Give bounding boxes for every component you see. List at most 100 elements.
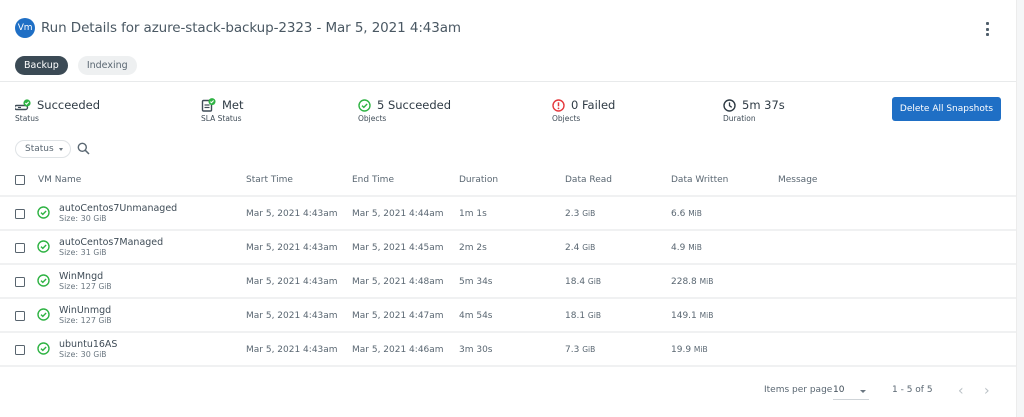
status-filter-dropdown[interactable]: Status bbox=[15, 140, 71, 158]
data-read: 18.4 GiB bbox=[565, 277, 601, 287]
data-written: 149.1 MiB bbox=[671, 311, 714, 321]
delete-all-snapshots-button[interactable]: Delete All Snapshots bbox=[892, 97, 1001, 121]
vm-size: Size: 30 GiB bbox=[59, 214, 107, 223]
duration-label: Duration bbox=[723, 114, 756, 123]
table-row[interactable]: autoCentos7Managed Size: 31 GiB Mar 5, 2… bbox=[0, 231, 1016, 265]
table-row[interactable]: ubuntu16AS Size: 30 GiB Mar 5, 2021 4:43… bbox=[0, 333, 1016, 367]
caret-down-icon bbox=[58, 147, 63, 151]
sla-value: Met bbox=[222, 98, 244, 112]
end-time: Mar 5, 2021 4:48am bbox=[352, 277, 444, 287]
data-written: 4.9 MiB bbox=[671, 243, 702, 253]
succeeded-label: Objects bbox=[358, 114, 387, 123]
data-read: 18.1 GiB bbox=[565, 311, 601, 321]
row-checkbox[interactable] bbox=[15, 277, 25, 287]
vm-name-cell: WinUnmgd Size: 127 GiB bbox=[59, 305, 112, 325]
check-circle-icon bbox=[37, 240, 50, 253]
clock-icon bbox=[723, 98, 736, 112]
stat-sla: Met SLA Status bbox=[201, 98, 244, 123]
vm-name[interactable]: autoCentos7Managed bbox=[59, 237, 164, 248]
tab-indexing[interactable]: Indexing bbox=[77, 56, 137, 75]
side-panel-edge bbox=[1016, 0, 1024, 417]
tab-bar: Backup Indexing bbox=[15, 56, 137, 75]
stat-status: Succeeded Status bbox=[15, 98, 100, 123]
stat-duration: 5m 37s Duration bbox=[723, 98, 785, 123]
table-row[interactable]: autoCentos7Unmanaged Size: 30 GiB Mar 5,… bbox=[0, 197, 1016, 231]
duration: 4m 54s bbox=[459, 311, 493, 321]
row-checkbox[interactable] bbox=[15, 209, 25, 219]
error-circle-icon bbox=[552, 98, 565, 112]
next-page-icon[interactable]: › bbox=[984, 383, 990, 399]
more-options-icon[interactable] bbox=[984, 22, 990, 36]
status-label: Status bbox=[15, 114, 39, 123]
vm-name[interactable]: autoCentos7Unmanaged bbox=[59, 203, 178, 214]
start-time: Mar 5, 2021 4:43am bbox=[246, 345, 338, 355]
col-vm-name[interactable]: VM Name bbox=[38, 175, 82, 185]
table-row[interactable]: WinUnmgd Size: 127 GiB Mar 5, 2021 4:43a… bbox=[0, 299, 1016, 333]
start-time: Mar 5, 2021 4:43am bbox=[246, 243, 338, 253]
table-row[interactable]: WinMngd Size: 127 GiB Mar 5, 2021 4:43am… bbox=[0, 265, 1016, 299]
start-time: Mar 5, 2021 4:43am bbox=[246, 209, 338, 219]
duration: 5m 34s bbox=[459, 277, 493, 287]
vm-name[interactable]: ubuntu16AS bbox=[59, 339, 118, 350]
sla-label: SLA Status bbox=[201, 114, 242, 123]
check-circle-icon bbox=[37, 274, 50, 287]
data-read: 2.3 GiB bbox=[565, 209, 596, 219]
status-value: Succeeded bbox=[37, 98, 101, 112]
caret-down-icon bbox=[860, 390, 866, 393]
vm-name-cell: ubuntu16AS Size: 30 GiB bbox=[59, 339, 117, 359]
col-duration[interactable]: Duration bbox=[459, 175, 499, 185]
duration: 1m 1s bbox=[459, 209, 487, 219]
status-filter-label: Status bbox=[25, 144, 54, 154]
page-title: Run Details for azure-stack-backup-2323 … bbox=[41, 20, 461, 36]
items-per-page-label: Items per page bbox=[764, 385, 833, 395]
col-data-written[interactable]: Data Written bbox=[671, 175, 729, 185]
vm-name[interactable]: WinMngd bbox=[59, 271, 104, 282]
vm-avatar: Vm bbox=[15, 18, 35, 38]
data-written: 19.9 MiB bbox=[671, 345, 708, 355]
row-checkbox[interactable] bbox=[15, 311, 25, 321]
cloud-check-icon bbox=[15, 99, 31, 111]
table-header: VM Name Start Time End Time Duration Dat… bbox=[0, 163, 1016, 197]
data-read: 7.3 GiB bbox=[565, 345, 596, 355]
items-per-page-select[interactable]: 10 bbox=[833, 383, 869, 400]
end-time: Mar 5, 2021 4:47am bbox=[352, 311, 444, 321]
start-time: Mar 5, 2021 4:43am bbox=[246, 277, 338, 287]
duration: 3m 30s bbox=[459, 345, 493, 355]
vm-name-cell: autoCentos7Managed Size: 31 GiB bbox=[59, 237, 163, 257]
items-per-page-value: 10 bbox=[833, 385, 845, 395]
failed-label: Objects bbox=[552, 114, 581, 123]
check-circle-icon bbox=[37, 206, 50, 219]
data-written: 6.6 MiB bbox=[671, 209, 702, 219]
duration: 2m 2s bbox=[459, 243, 487, 253]
col-data-read[interactable]: Data Read bbox=[565, 175, 612, 185]
vm-name[interactable]: WinUnmgd bbox=[59, 305, 112, 316]
col-message: Message bbox=[778, 175, 818, 185]
prev-page-icon[interactable]: ‹ bbox=[958, 383, 964, 399]
stat-failed-objects: 0 Failed Objects bbox=[552, 98, 615, 123]
select-all-checkbox[interactable] bbox=[15, 175, 25, 185]
vm-name-cell: autoCentos7Unmanaged Size: 30 GiB bbox=[59, 203, 177, 223]
search-icon[interactable] bbox=[77, 142, 90, 155]
start-time: Mar 5, 2021 4:43am bbox=[246, 311, 338, 321]
row-checkbox[interactable] bbox=[15, 243, 25, 253]
col-end-time[interactable]: End Time bbox=[352, 175, 394, 185]
page-header: Vm Run Details for azure-stack-backup-23… bbox=[15, 18, 461, 38]
vm-size: Size: 127 GiB bbox=[59, 282, 112, 291]
row-checkbox[interactable] bbox=[15, 345, 25, 355]
stat-succeeded-objects: 5 Succeeded Objects bbox=[358, 98, 451, 123]
divider bbox=[0, 81, 1016, 82]
end-time: Mar 5, 2021 4:44am bbox=[352, 209, 444, 219]
succeeded-value: 5 Succeeded bbox=[377, 98, 452, 112]
duration-value: 5m 37s bbox=[742, 98, 785, 112]
col-start-time[interactable]: Start Time bbox=[246, 175, 293, 185]
vm-name-cell: WinMngd Size: 127 GiB bbox=[59, 271, 112, 291]
clipboard-check-icon bbox=[201, 98, 216, 112]
end-time: Mar 5, 2021 4:46am bbox=[352, 345, 444, 355]
tab-backup[interactable]: Backup bbox=[15, 56, 68, 75]
check-circle-icon bbox=[37, 342, 50, 355]
check-circle-icon bbox=[358, 98, 371, 112]
vm-size: Size: 31 GiB bbox=[59, 248, 107, 257]
failed-value: 0 Failed bbox=[571, 98, 616, 112]
pagination-range: 1 - 5 of 5 bbox=[892, 385, 933, 395]
